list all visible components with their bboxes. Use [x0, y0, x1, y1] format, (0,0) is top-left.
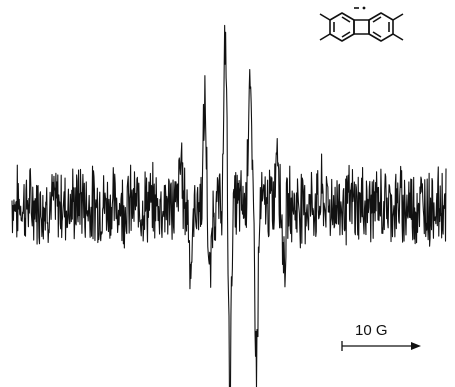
left-ring-bond — [341, 31, 351, 38]
methyl-bond — [319, 33, 331, 41]
scale-bar: 10 G — [341, 322, 421, 351]
methyl-bond — [392, 33, 404, 41]
spectrum-line — [11, 24, 447, 387]
cyclobutadiene-ring — [353, 19, 370, 35]
radical-dot — [362, 6, 366, 10]
molecule-structure-icon — [319, 6, 404, 42]
right-ring-bond — [372, 31, 382, 38]
methyl-bond — [392, 13, 404, 21]
scale-bar-label: 10 G — [355, 322, 388, 339]
left-ring-bond — [341, 16, 351, 23]
scale-bar-arrowhead — [411, 342, 421, 350]
right-ring-bond — [372, 16, 382, 23]
spectrum-trace — [11, 24, 447, 387]
methyl-bond — [319, 13, 331, 21]
